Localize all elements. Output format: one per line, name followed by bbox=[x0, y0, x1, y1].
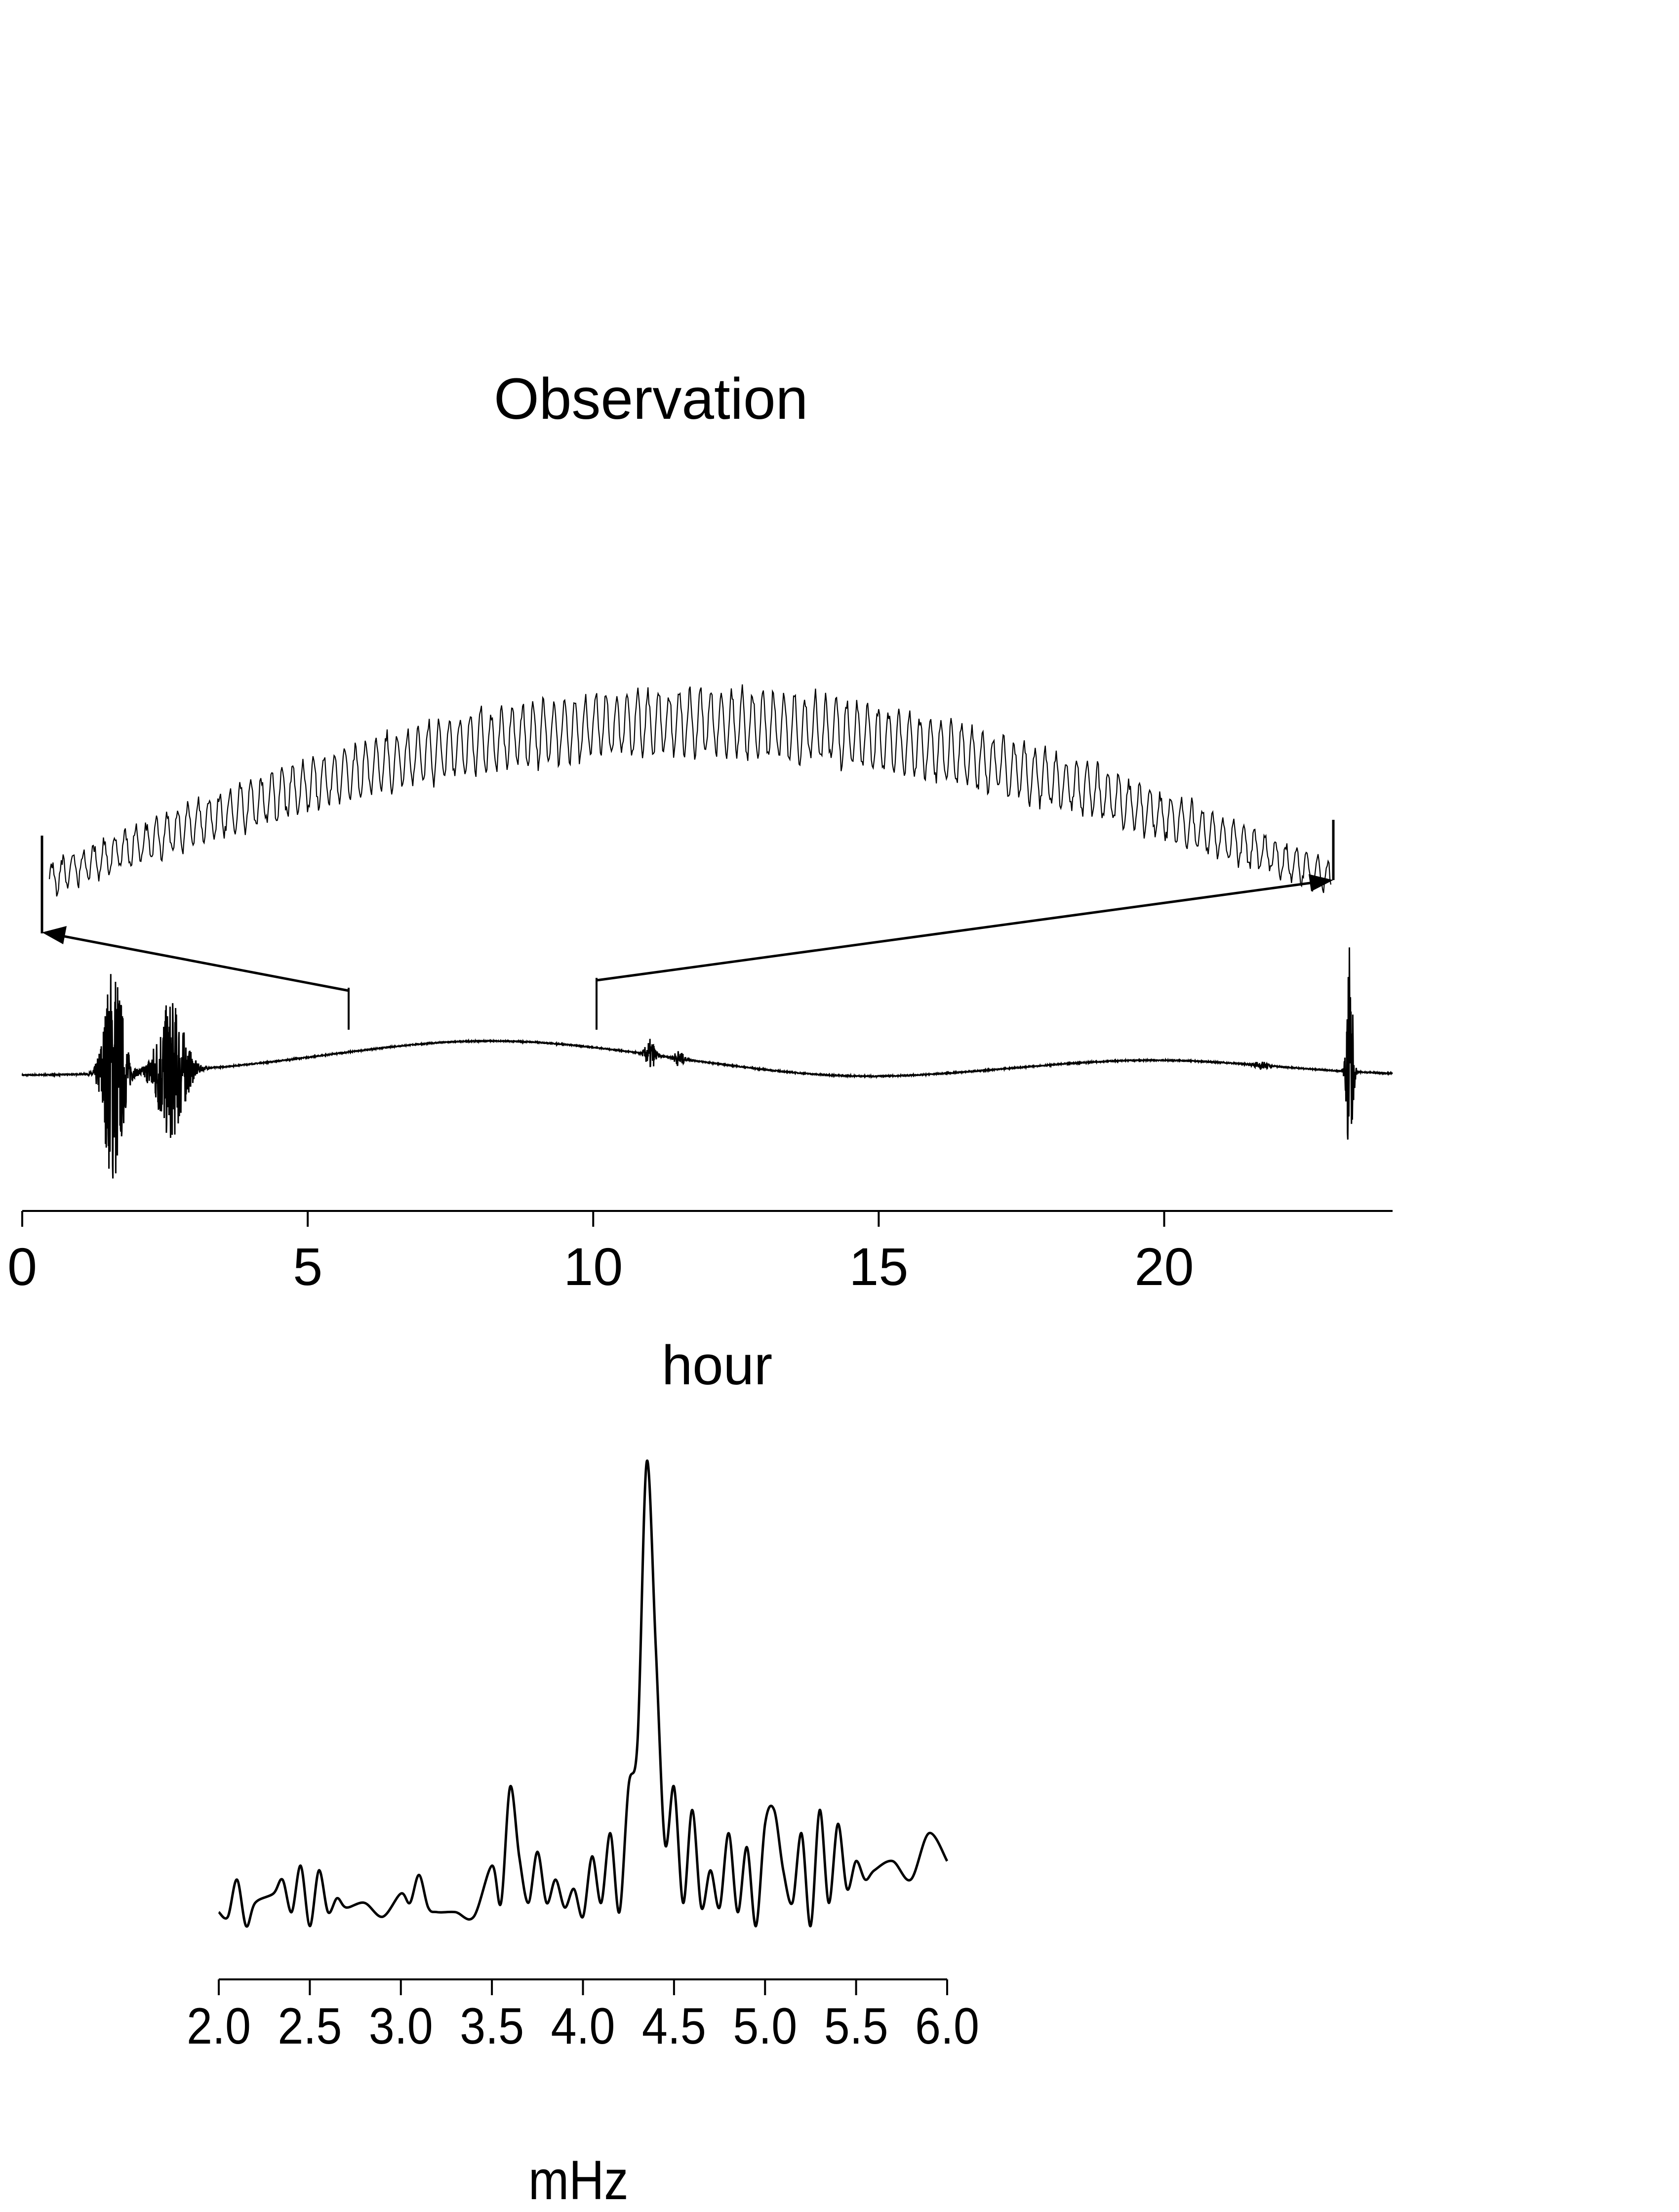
arrow-right-line bbox=[596, 881, 1314, 982]
arrow-left-line bbox=[61, 934, 349, 992]
x-axis-hour: 0 5 10 15 20 bbox=[7, 1210, 1393, 1296]
spectrum-trace bbox=[218, 1459, 949, 1928]
x-tick-label-mhz: 2.5 bbox=[278, 1998, 342, 2055]
x-tick-label-mhz: 2.0 bbox=[187, 1998, 251, 2055]
seismogram-inset-trace bbox=[48, 684, 1332, 897]
arrow-right-head bbox=[1309, 874, 1333, 891]
x-axis-label-mhz: mHz bbox=[528, 2149, 629, 2211]
x-tick-label-mhz: 5.0 bbox=[733, 1998, 797, 2055]
x-tick-label-hour: 0 bbox=[7, 1237, 37, 1296]
x-tick-label-hour: 5 bbox=[293, 1237, 322, 1296]
x-tick-label-hour: 15 bbox=[849, 1237, 908, 1296]
seismogram-trace bbox=[21, 947, 1393, 1179]
x-tick-label-mhz: 3.5 bbox=[460, 1998, 524, 2055]
arrow-left-head bbox=[42, 926, 67, 944]
x-axis-mhz: 2.0 2.5 3.0 3.5 4.0 4.5 5.0 5.5 6.0 bbox=[187, 1978, 979, 2055]
x-tick-label-hour: 10 bbox=[563, 1237, 623, 1296]
x-tick-label-hour: 20 bbox=[1134, 1237, 1194, 1296]
chart-title: Observation bbox=[494, 366, 808, 432]
spectrum-plot: 2.0 2.5 3.0 3.5 4.0 4.5 5.0 5.5 6.0 bbox=[187, 1459, 979, 2055]
seismogram-plot: 0 5 10 15 20 bbox=[7, 684, 1393, 1296]
x-tick-label-mhz: 5.5 bbox=[824, 1998, 888, 2055]
x-tick-label-mhz: 4.0 bbox=[551, 1998, 615, 2055]
x-tick-label-mhz: 6.0 bbox=[915, 1998, 979, 2055]
x-tick-label-mhz: 3.0 bbox=[369, 1998, 433, 2055]
x-axis-label-hour: hour bbox=[662, 1334, 773, 1396]
x-tick-label-mhz: 4.5 bbox=[642, 1998, 706, 2055]
